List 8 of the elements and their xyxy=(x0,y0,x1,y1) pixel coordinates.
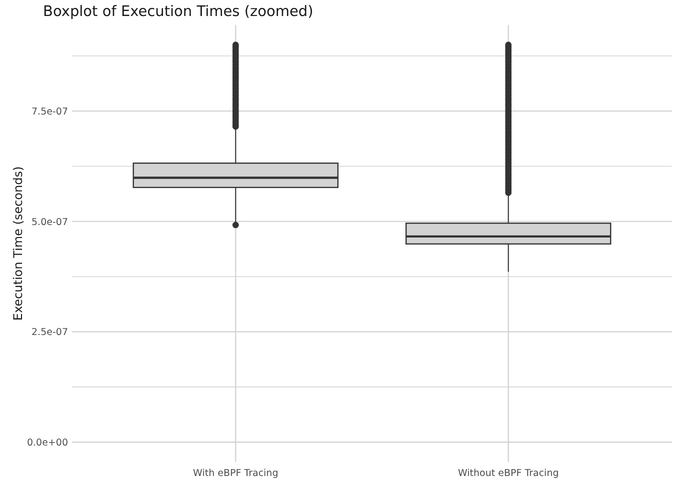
y-tick-label: 5.0e-07 xyxy=(32,216,68,228)
chart-title: Boxplot of Execution Times (zoomed) xyxy=(43,4,314,20)
y-tick-label: 7.5e-07 xyxy=(32,106,68,118)
x-tick-label: With eBPF Tracing xyxy=(193,468,278,479)
y-axis-title: Execution Time (seconds) xyxy=(11,166,25,321)
y-tick-label: 2.5e-07 xyxy=(32,327,68,338)
x-tick-label: Without eBPF Tracing xyxy=(458,468,559,479)
y-tick-label: 0.0e+00 xyxy=(26,437,68,448)
